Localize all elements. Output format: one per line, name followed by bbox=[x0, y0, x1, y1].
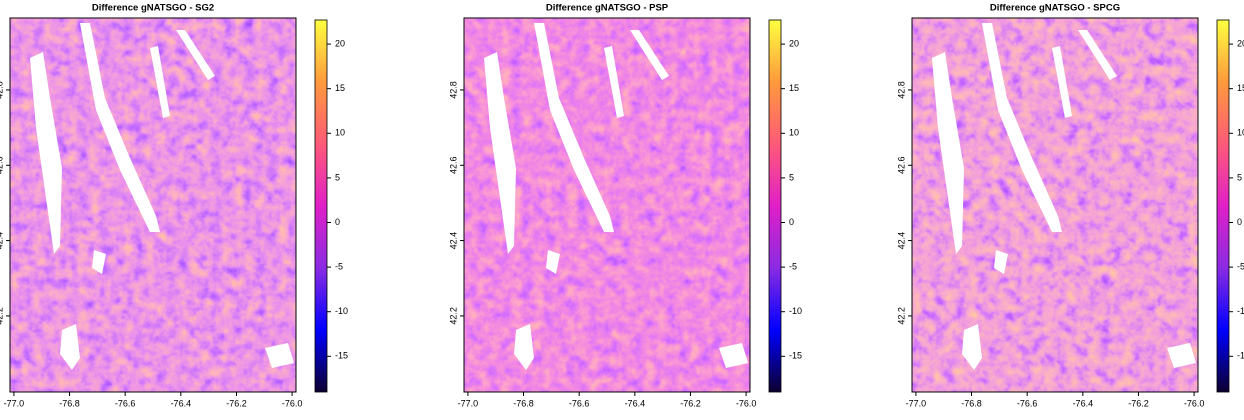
y-tick-label: 42.4 bbox=[896, 232, 906, 250]
plot-frame bbox=[463, 17, 751, 393]
plot-frame bbox=[911, 17, 1199, 393]
colorbar-tick-label: -5 bbox=[789, 261, 797, 271]
panel-title: Difference gNATSGO - PSP bbox=[546, 3, 669, 14]
lake bbox=[80, 23, 160, 232]
plot-frame bbox=[9, 17, 297, 393]
lake bbox=[176, 30, 215, 80]
colorbar-tick-label: 15 bbox=[1237, 83, 1244, 93]
colorbar-tick-label: 0 bbox=[1237, 217, 1242, 227]
colorbar-tick-label: 0 bbox=[789, 217, 794, 227]
x-tick-label: -76.8 bbox=[961, 398, 982, 408]
lake bbox=[150, 46, 170, 118]
water-bodies bbox=[932, 23, 1196, 370]
water-bodies bbox=[30, 23, 294, 370]
x-tick-label: -76.2 bbox=[226, 398, 247, 408]
lake bbox=[265, 343, 294, 368]
lake bbox=[994, 250, 1008, 274]
colorbar-tick-label: 10 bbox=[789, 128, 799, 138]
colorbar-tick-label: -10 bbox=[335, 306, 348, 316]
colorbar-tick-label: 20 bbox=[1237, 38, 1244, 48]
x-tick-label: -76.0 bbox=[282, 398, 303, 408]
panel-title: Difference gNATSGO - SG2 bbox=[92, 3, 214, 14]
lake bbox=[719, 343, 748, 368]
lake bbox=[962, 324, 982, 370]
x-tick-label: -76.6 bbox=[1017, 398, 1038, 408]
colorbar-tick-label: -5 bbox=[335, 261, 343, 271]
lake bbox=[484, 52, 516, 254]
colorbar-tick-label: -15 bbox=[1237, 351, 1244, 361]
x-tick-label: -76.6 bbox=[569, 398, 590, 408]
x-tick-label: -76.2 bbox=[680, 398, 701, 408]
x-tick-label: -76.4 bbox=[171, 398, 192, 408]
lake bbox=[604, 46, 624, 118]
colorbar-tick-label: 5 bbox=[789, 172, 794, 182]
lake bbox=[546, 250, 560, 274]
colorbar bbox=[768, 19, 782, 393]
water-bodies bbox=[484, 23, 748, 370]
colorbar-tick-label: 0 bbox=[335, 217, 340, 227]
x-tick-label: -76.0 bbox=[1184, 398, 1205, 408]
x-tick-label: -77.0 bbox=[458, 398, 479, 408]
colorbar-tick-label: -15 bbox=[789, 351, 802, 361]
lake bbox=[932, 52, 964, 254]
panel-title: Difference gNATSGO - SPCG bbox=[990, 3, 1120, 14]
colorbar bbox=[1216, 19, 1230, 393]
x-tick-label: -76.6 bbox=[115, 398, 136, 408]
colorbar-tick-label: 20 bbox=[789, 38, 799, 48]
colorbar-tick-label: 15 bbox=[789, 83, 799, 93]
y-tick-label: 42.8 bbox=[896, 81, 906, 99]
lake bbox=[1167, 343, 1196, 368]
x-tick-label: -76.4 bbox=[1073, 398, 1094, 408]
lake bbox=[514, 324, 534, 370]
y-tick-label: 42.6 bbox=[896, 156, 906, 174]
x-tick-label: -76.0 bbox=[736, 398, 757, 408]
x-tick-label: -77.0 bbox=[906, 398, 927, 408]
y-tick-label: 42.2 bbox=[448, 307, 458, 325]
colorbar-tick-label: 5 bbox=[335, 172, 340, 182]
y-tick-label: 42.4 bbox=[448, 232, 458, 250]
x-tick-label: -76.4 bbox=[625, 398, 646, 408]
colorbar-tick-label: -5 bbox=[1237, 261, 1244, 271]
colorbar-tick-label: -10 bbox=[1237, 306, 1244, 316]
x-tick-label: -76.2 bbox=[1128, 398, 1149, 408]
colorbar-tick-label: 5 bbox=[1237, 172, 1242, 182]
colorbar bbox=[314, 19, 328, 393]
x-tick-label: -76.8 bbox=[59, 398, 80, 408]
colorbar-tick-label: 15 bbox=[335, 83, 345, 93]
y-tick-label: 42.2 bbox=[896, 307, 906, 325]
y-tick-label: 42.2 bbox=[0, 307, 4, 325]
x-tick-label: -76.8 bbox=[513, 398, 534, 408]
colorbar-tick-label: -15 bbox=[335, 351, 348, 361]
lake bbox=[30, 52, 62, 254]
y-tick-label: 42.4 bbox=[0, 232, 4, 250]
lake bbox=[1078, 30, 1117, 80]
y-tick-label: 42.8 bbox=[0, 81, 4, 99]
lake bbox=[60, 324, 80, 370]
lake bbox=[982, 23, 1062, 232]
colorbar-tick-label: 10 bbox=[1237, 128, 1244, 138]
colorbar-tick-label: 10 bbox=[335, 128, 345, 138]
lake bbox=[92, 250, 106, 274]
colorbar-tick-label: 20 bbox=[335, 38, 345, 48]
x-tick-label: -77.0 bbox=[4, 398, 25, 408]
y-tick-label: 42.6 bbox=[0, 156, 4, 174]
lake bbox=[534, 23, 614, 232]
y-tick-label: 42.6 bbox=[448, 156, 458, 174]
lake bbox=[630, 30, 669, 80]
lake bbox=[1052, 46, 1072, 118]
colorbar-tick-label: -10 bbox=[789, 306, 802, 316]
y-tick-label: 42.8 bbox=[448, 81, 458, 99]
